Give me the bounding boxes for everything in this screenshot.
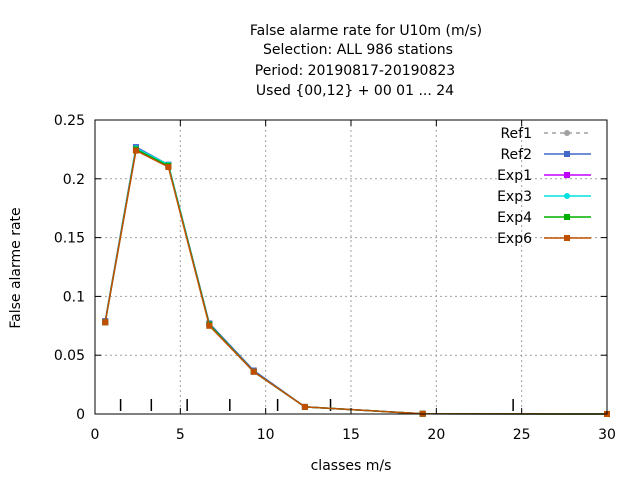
legend-label-ref1: Ref1 <box>500 126 532 142</box>
x-tick-label: 30 <box>598 427 616 443</box>
legend-marker-exp6 <box>564 235 570 241</box>
series-exp3 <box>102 145 610 417</box>
legend-marker-exp4 <box>564 214 570 220</box>
x-axis-label: classes m/s <box>311 458 392 474</box>
legend: Ref1 Ref2 Exp1 Exp3 Exp4 Exp6 <box>497 126 591 247</box>
data-point-exp6 <box>165 164 172 171</box>
legend-item-exp4: Exp4 <box>497 210 591 226</box>
x-tick-label: 0 <box>91 427 100 443</box>
x-tick-labels: 0 5 10 15 20 25 30 <box>91 427 616 443</box>
title-line-1: False alarme rate for U10m (m/s) <box>250 23 482 39</box>
legend-item-exp3: Exp3 <box>497 189 591 205</box>
title-line-4: Used {00,12} + 00 01 ... 24 <box>256 83 454 99</box>
title-line-3: Period: 20190817-20190823 <box>255 63 455 79</box>
data-point-exp6 <box>301 403 308 410</box>
y-tick-label: 0.2 <box>63 172 85 188</box>
legend-label-ref2: Ref2 <box>500 147 532 163</box>
x-tick-label: 25 <box>513 427 531 443</box>
legend-item-exp6: Exp6 <box>497 231 591 247</box>
series-exp6 <box>102 147 610 417</box>
series-exp1 <box>102 146 610 417</box>
data-point-exp6 <box>132 147 139 154</box>
data-point-exp6 <box>250 368 257 375</box>
y-axis-label: False alarme rate <box>8 207 24 328</box>
grid <box>95 120 607 414</box>
series-exp4 <box>102 146 610 417</box>
legend-label-exp3: Exp3 <box>497 189 532 205</box>
series-group <box>102 144 610 417</box>
legend-label-exp1: Exp1 <box>497 168 532 184</box>
legend-item-exp1: Exp1 <box>497 168 591 184</box>
x-tick-label: 20 <box>427 427 445 443</box>
y-tick-labels: 0 0.05 0.1 0.15 0.2 0.25 <box>54 113 85 423</box>
x-tick-label: 10 <box>257 427 275 443</box>
y-tick-label: 0.25 <box>54 113 85 129</box>
series-ref1 <box>102 144 610 417</box>
data-point-exp6 <box>102 319 109 326</box>
title-line-2: Selection: ALL 986 stations <box>263 42 453 58</box>
y-tick-label: 0.1 <box>63 289 85 305</box>
series-ref2 <box>102 144 610 417</box>
legend-marker-ref2 <box>564 151 570 157</box>
y-tick-label: 0.05 <box>54 348 85 364</box>
chart-title: False alarme rate for U10m (m/s) Selecti… <box>250 23 482 99</box>
axis-ticks <box>94 119 608 415</box>
legend-label-exp6: Exp6 <box>497 231 532 247</box>
legend-item-ref1: Ref1 <box>500 126 591 142</box>
legend-marker-exp1 <box>564 172 570 178</box>
x-tick-label: 5 <box>176 427 185 443</box>
y-tick-label: 0.15 <box>54 231 85 247</box>
class-boundary-marks <box>119 399 514 411</box>
series-line-exp6 <box>104 149 608 415</box>
legend-marker-ref1 <box>564 130 570 136</box>
y-tick-label: 0 <box>76 407 85 423</box>
x-tick-label: 15 <box>342 427 360 443</box>
legend-item-ref2: Ref2 <box>500 147 591 163</box>
legend-marker-exp3 <box>564 193 570 199</box>
legend-label-exp4: Exp4 <box>497 210 532 226</box>
data-point-exp6 <box>206 322 213 329</box>
